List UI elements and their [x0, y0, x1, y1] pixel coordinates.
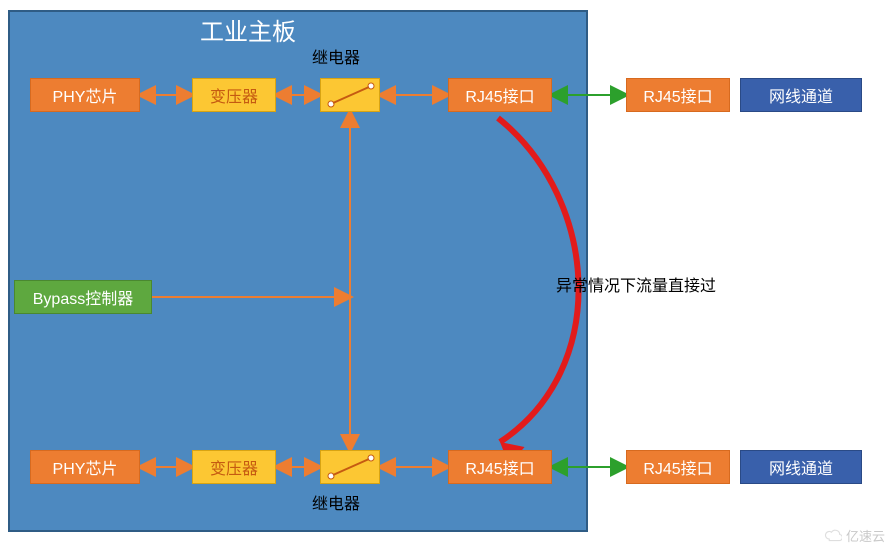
node-bypass: Bypass控制器	[14, 280, 152, 314]
node-rj45a1: RJ45接口	[448, 78, 552, 112]
node-rj45a2: RJ45接口	[448, 450, 552, 484]
relay-icon	[321, 78, 379, 112]
node-label: 网线通道	[769, 83, 833, 107]
relay-icon	[321, 450, 379, 484]
node-chan2: 网线通道	[740, 450, 862, 484]
node-relay1	[320, 78, 380, 112]
panel-title: 工业主板	[200, 12, 296, 47]
node-label: 变压器	[210, 83, 258, 107]
text-label: 异常情况下流量直接过	[556, 272, 716, 296]
node-phy1: PHY芯片	[30, 78, 140, 112]
node-chan1: 网线通道	[740, 78, 862, 112]
node-label: 网线通道	[769, 455, 833, 479]
node-rj45b1: RJ45接口	[626, 78, 730, 112]
node-label: RJ45接口	[643, 83, 712, 107]
node-label: RJ45接口	[643, 455, 712, 479]
diagram-canvas: 工业主板 PHY芯片变压器RJ45接口RJ45接口网线通道Bypass控制器PH…	[0, 0, 891, 549]
node-label: 变压器	[210, 455, 258, 479]
text-label: 继电器	[312, 490, 360, 514]
node-trans2: 变压器	[192, 450, 276, 484]
text-label: 继电器	[312, 44, 360, 68]
watermark-text: 亿速云	[846, 526, 885, 545]
node-phy2: PHY芯片	[30, 450, 140, 484]
node-label: RJ45接口	[465, 83, 534, 107]
node-label: Bypass控制器	[33, 285, 133, 309]
node-relay2	[320, 450, 380, 484]
watermark: 亿速云	[824, 526, 885, 545]
node-label: RJ45接口	[465, 455, 534, 479]
node-trans1: 变压器	[192, 78, 276, 112]
node-label: PHY芯片	[53, 83, 118, 107]
node-rj45b2: RJ45接口	[626, 450, 730, 484]
node-label: PHY芯片	[53, 455, 118, 479]
